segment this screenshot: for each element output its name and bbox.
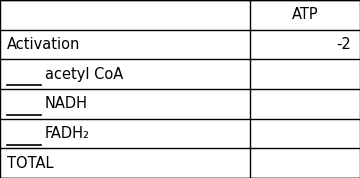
Text: ATP: ATP [292,7,318,22]
Text: NADH: NADH [45,96,88,111]
Text: FADH₂: FADH₂ [45,126,90,141]
Text: TOTAL: TOTAL [7,156,54,171]
Text: Activation: Activation [7,37,81,52]
Text: -2: -2 [336,37,351,52]
Text: acetyl CoA: acetyl CoA [45,67,123,82]
